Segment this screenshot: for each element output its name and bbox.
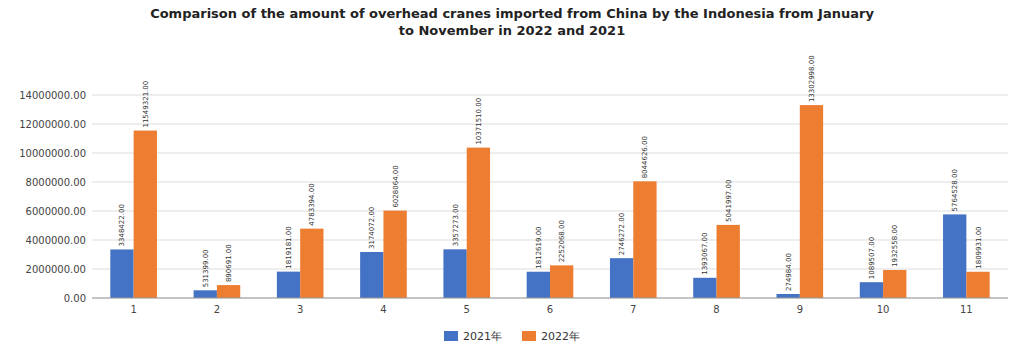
- data-label: 890691.00: [225, 244, 233, 282]
- data-label: 274984.00: [785, 253, 793, 291]
- bar: [633, 181, 656, 298]
- x-tick-label: 9: [797, 304, 803, 315]
- bar: [443, 249, 466, 298]
- bar: [943, 214, 966, 298]
- data-label: 1812619.00: [535, 226, 543, 268]
- bar: [777, 294, 800, 298]
- bar: [860, 282, 883, 298]
- grid-line: [92, 211, 1008, 212]
- bar: [360, 252, 383, 298]
- bar: [693, 278, 716, 298]
- bar: [527, 272, 550, 298]
- data-label: 10371510.00: [475, 98, 483, 145]
- title-line: Comparison of the amount of overhead cra…: [150, 6, 874, 21]
- data-label: 5764528.00: [951, 169, 959, 211]
- y-tick-label: 2000000.00: [26, 264, 86, 275]
- data-labels: 3348422.00 531399.00 1819181.00 3174072.00 3…: [118, 55, 982, 291]
- legend-swatch: [522, 331, 536, 341]
- y-tick-label: 0.00: [64, 293, 86, 304]
- data-label: 1393067.00: [701, 232, 709, 274]
- y-tick-label: 10000000.00: [19, 148, 86, 159]
- bar: [134, 131, 157, 298]
- bar: [383, 211, 406, 298]
- bar: [883, 270, 906, 298]
- data-label: 4783394.00: [308, 183, 316, 225]
- legend: 2021年 2022年: [444, 330, 580, 343]
- data-label: 2252068.00: [558, 220, 566, 262]
- x-axis: 1 2 3 4 5 6 7 8 9 10 11: [130, 304, 972, 315]
- data-label: 5041997.00: [725, 180, 733, 222]
- bar: [966, 272, 989, 298]
- x-tick-label: 5: [464, 304, 470, 315]
- x-tick-label: 4: [380, 304, 386, 315]
- bar: [277, 272, 300, 298]
- bar: [800, 105, 823, 298]
- bar: [300, 229, 323, 298]
- x-tick-label: 10: [877, 304, 890, 315]
- data-label: 3174072.00: [368, 207, 376, 249]
- y-tick-label: 6000000.00: [26, 206, 86, 217]
- legend-label: 2021年: [463, 330, 502, 343]
- title: Comparison of the amount of overhead cra…: [150, 6, 874, 38]
- bar: [217, 285, 240, 298]
- grid-line: [92, 153, 1008, 154]
- legend-item: 2022年: [522, 330, 580, 343]
- legend-item: 2021年: [444, 330, 502, 343]
- data-label: 8044626.00: [641, 136, 649, 178]
- data-label: 2746272.00: [618, 213, 626, 255]
- x-tick-label: 7: [630, 304, 636, 315]
- x-tick-label: 8: [713, 304, 719, 315]
- data-label: 1932558.00: [891, 225, 899, 267]
- x-tick-label: 1: [130, 304, 136, 315]
- data-label: 11549321.00: [142, 81, 150, 128]
- chart: Comparison of the amount of overhead cra…: [0, 0, 1024, 354]
- x-tick-label: 6: [547, 304, 553, 315]
- title-line: to November in 2022 and 2021: [399, 23, 625, 38]
- x-tick-label: 11: [960, 304, 973, 315]
- legend-swatch: [444, 331, 458, 341]
- y-axis: 0.00 2000000.00 4000000.00 6000000.00 800000…: [19, 90, 1008, 304]
- grid-line: [92, 298, 1008, 299]
- y-tick-label: 14000000.00: [19, 90, 86, 101]
- bar: [467, 148, 490, 298]
- bar: [610, 258, 633, 298]
- x-tick-label: 2: [214, 304, 220, 315]
- bars: [110, 105, 989, 298]
- x-tick-label: 3: [297, 304, 303, 315]
- data-label: 13302998.00: [808, 55, 816, 102]
- bar: [194, 290, 217, 298]
- data-label: 6028064.00: [392, 165, 400, 207]
- data-label: 3357273.00: [452, 204, 460, 246]
- bar: [550, 265, 573, 298]
- y-tick-label: 4000000.00: [26, 235, 86, 246]
- data-label: 3348422.00: [118, 204, 126, 246]
- bar: [110, 249, 133, 298]
- grid-line: [92, 124, 1008, 125]
- data-label: 1809931.00: [975, 226, 983, 268]
- data-label: 1089507.00: [868, 237, 876, 279]
- data-label: 1819181.00: [285, 226, 293, 268]
- bar: [717, 225, 740, 298]
- y-tick-label: 12000000.00: [19, 119, 86, 130]
- legend-label: 2022年: [541, 330, 580, 343]
- data-label: 531399.00: [202, 249, 210, 287]
- y-tick-label: 8000000.00: [26, 177, 86, 188]
- x-axis-line: [92, 298, 1008, 299]
- grid-line: [92, 182, 1008, 183]
- grid-line: [92, 95, 1008, 96]
